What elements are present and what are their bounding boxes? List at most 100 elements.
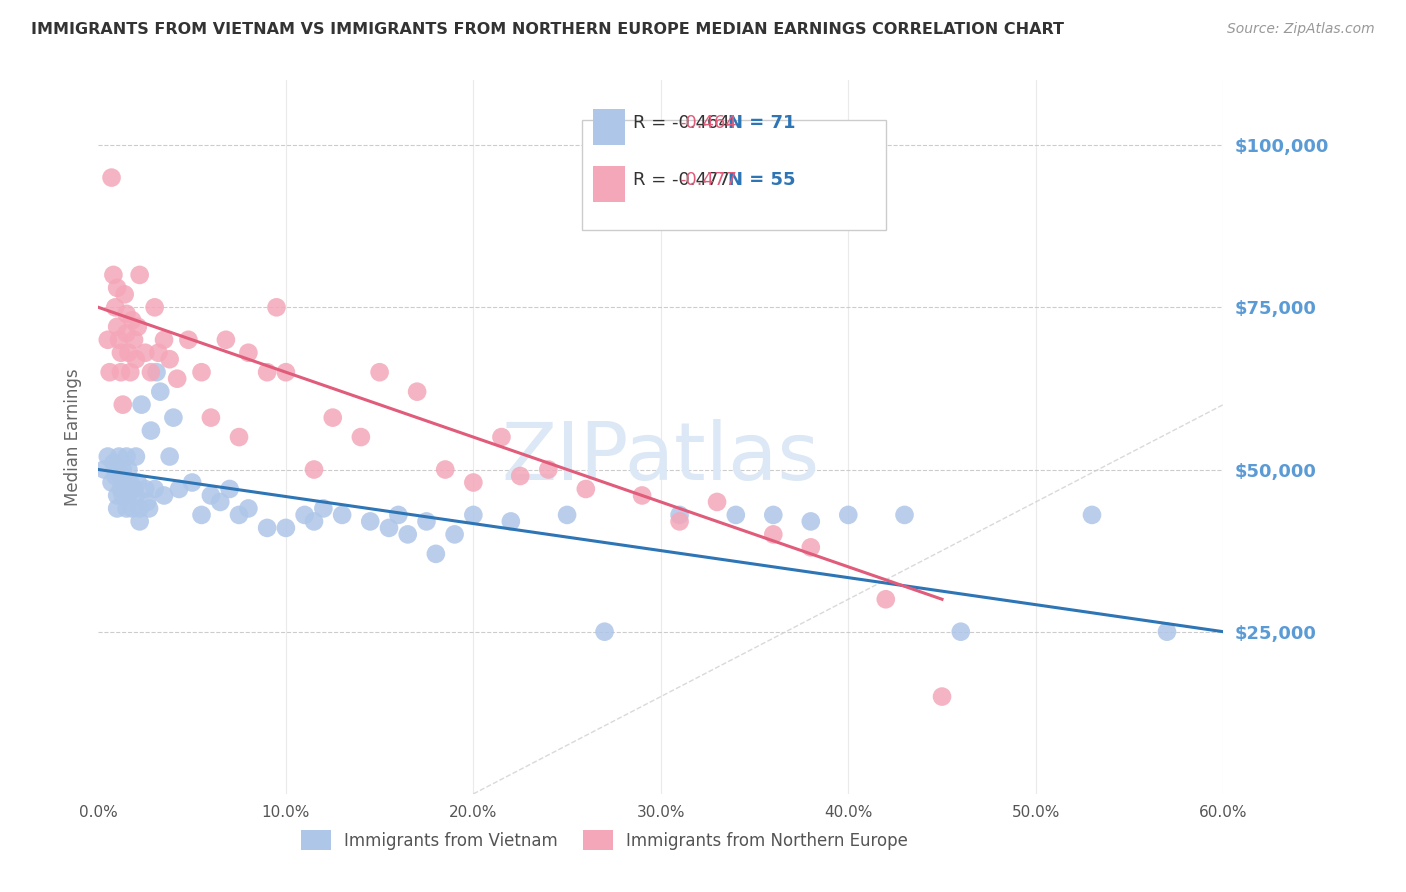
- Point: [209, 495, 232, 509]
- Point: [121, 501, 143, 516]
- Text: -0.464: -0.464: [679, 114, 737, 132]
- Point: [762, 508, 785, 522]
- Legend: Immigrants from Vietnam, Immigrants from Northern Europe: Immigrants from Vietnam, Immigrants from…: [294, 823, 915, 857]
- Point: [706, 495, 728, 509]
- Point: [125, 450, 148, 464]
- Point: [190, 365, 212, 379]
- Point: [949, 624, 972, 639]
- Text: -0.477: -0.477: [679, 171, 737, 189]
- Point: [668, 515, 690, 529]
- Point: [103, 456, 125, 470]
- Point: [105, 488, 128, 502]
- Point: [215, 333, 238, 347]
- Point: [93, 462, 115, 476]
- Point: [434, 462, 457, 476]
- Point: [425, 547, 447, 561]
- Point: [631, 488, 654, 502]
- Text: ZIPatlas: ZIPatlas: [502, 419, 820, 498]
- Point: [350, 430, 373, 444]
- Point: [111, 398, 134, 412]
- Point: [200, 488, 222, 502]
- Point: [724, 508, 747, 522]
- Text: N = 71: N = 71: [728, 114, 796, 132]
- Point: [115, 307, 138, 321]
- Point: [463, 508, 485, 522]
- Point: [181, 475, 204, 490]
- Point: [266, 301, 288, 315]
- Point: [228, 508, 250, 522]
- Point: [509, 469, 531, 483]
- Point: [110, 345, 132, 359]
- Point: [443, 527, 465, 541]
- Point: [145, 365, 167, 379]
- Point: [190, 508, 212, 522]
- Point: [108, 333, 131, 347]
- Point: [415, 515, 437, 529]
- Point: [762, 527, 785, 541]
- Point: [322, 410, 344, 425]
- Point: [115, 501, 138, 516]
- Point: [153, 488, 176, 502]
- Point: [893, 508, 915, 522]
- Point: [100, 170, 122, 185]
- Point: [139, 424, 162, 438]
- Point: [138, 501, 160, 516]
- Point: [537, 462, 560, 476]
- Point: [143, 301, 166, 315]
- Text: IMMIGRANTS FROM VIETNAM VS IMMIGRANTS FROM NORTHERN EUROPE MEDIAN EARNINGS CORRE: IMMIGRANTS FROM VIETNAM VS IMMIGRANTS FR…: [31, 22, 1064, 37]
- Point: [128, 515, 150, 529]
- Point: [104, 469, 127, 483]
- Point: [110, 365, 132, 379]
- Point: [274, 365, 297, 379]
- Text: Source: ZipAtlas.com: Source: ZipAtlas.com: [1227, 22, 1375, 37]
- Point: [668, 508, 690, 522]
- Point: [800, 515, 823, 529]
- Point: [575, 482, 598, 496]
- Point: [1156, 624, 1178, 639]
- Point: [125, 352, 148, 367]
- Point: [1081, 508, 1104, 522]
- Point: [800, 541, 823, 555]
- Point: [100, 475, 122, 490]
- Y-axis label: Median Earnings: Median Earnings: [65, 368, 83, 506]
- Point: [128, 268, 150, 282]
- Point: [114, 287, 136, 301]
- Point: [121, 313, 143, 327]
- Point: [111, 462, 134, 476]
- Point: [330, 508, 353, 522]
- FancyBboxPatch shape: [582, 120, 886, 230]
- Point: [110, 482, 132, 496]
- Point: [148, 345, 170, 359]
- Point: [134, 345, 156, 359]
- Point: [302, 515, 325, 529]
- Point: [931, 690, 953, 704]
- Point: [115, 450, 138, 464]
- Point: [463, 475, 485, 490]
- Point: [105, 319, 128, 334]
- Point: [256, 521, 278, 535]
- Point: [98, 365, 121, 379]
- Point: [117, 462, 139, 476]
- Point: [128, 501, 150, 516]
- Point: [120, 475, 142, 490]
- Point: [139, 365, 162, 379]
- Point: [396, 527, 419, 541]
- Point: [105, 462, 128, 476]
- Text: R = -0.477: R = -0.477: [633, 171, 730, 189]
- Point: [837, 508, 859, 522]
- Point: [104, 301, 127, 315]
- Point: [117, 488, 139, 502]
- Point: [302, 462, 325, 476]
- Point: [166, 372, 188, 386]
- Point: [294, 508, 316, 522]
- Point: [103, 268, 125, 282]
- Point: [115, 326, 138, 341]
- Point: [136, 495, 159, 509]
- Point: [110, 469, 132, 483]
- Point: [105, 281, 128, 295]
- Point: [378, 521, 401, 535]
- Point: [105, 501, 128, 516]
- Point: [200, 410, 222, 425]
- Point: [593, 624, 616, 639]
- Point: [159, 450, 181, 464]
